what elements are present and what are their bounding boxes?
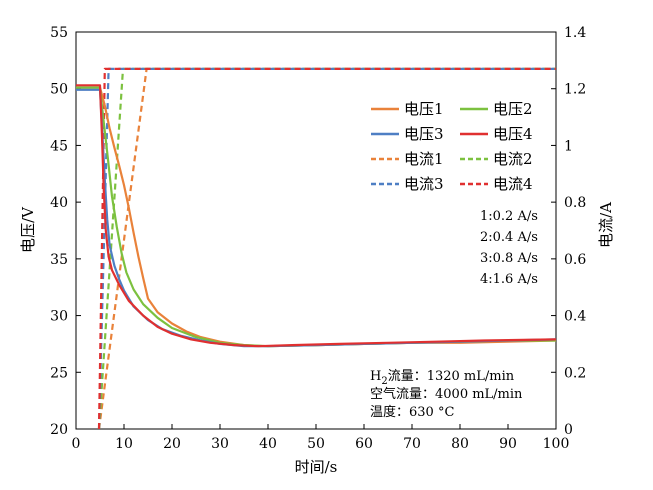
legend: 电压1 电压2 电压3 电压4 电流1 电流2 电流3 电流4	[371, 100, 533, 193]
legend-label: 电压3	[404, 125, 444, 143]
y-right-tick-label: 0.4	[564, 309, 586, 325]
y-right-tick-label: 1.4	[564, 25, 586, 41]
rate-label: 1:0.2 A/s	[480, 209, 538, 224]
y-left-axis: 20 25 30 35 40 45 50 55	[50, 25, 81, 438]
x-tick-label: 80	[451, 436, 469, 452]
y-left-tick-label: 40	[50, 195, 68, 211]
x-tick-label: 50	[307, 436, 325, 452]
y-right-tick-label: 0	[564, 422, 573, 438]
x-tick-label: 30	[211, 436, 229, 452]
series-group	[76, 67, 556, 429]
y-left-tick-label: 30	[50, 309, 68, 325]
x-tick-label: 0	[72, 436, 81, 452]
x-tick-label: 20	[163, 436, 181, 452]
x-tick-label: 70	[403, 436, 421, 452]
y-left-tick-label: 55	[50, 25, 68, 41]
rate-label: 2:0.4 A/s	[480, 230, 538, 245]
y-right-tick-label: 0.2	[564, 365, 586, 381]
series-line-电流4	[97, 67, 556, 429]
x-axis: 0 10 20 30 40 50 60 70 80 90 100	[72, 424, 570, 452]
y-right-tick-label: 1	[564, 138, 573, 154]
h2-flow-label: H2流量：1320 mL/min	[370, 369, 515, 387]
x-tick-label: 40	[259, 436, 277, 452]
legend-label: 电压4	[493, 125, 533, 143]
x-axis-title: 时间/s	[295, 458, 338, 476]
legend-label: 电流4	[493, 175, 533, 193]
y-left-tick-label: 35	[50, 252, 68, 268]
y-left-tick-label: 20	[50, 422, 68, 438]
y-right-tick-label: 0.6	[564, 252, 586, 268]
y-right-tick-label: 0.8	[564, 195, 586, 211]
legend-label: 电压1	[404, 100, 444, 118]
y-right-tick-label: 1.2	[564, 82, 586, 98]
x-tick-label: 90	[499, 436, 517, 452]
legend-label: 电流1	[404, 150, 444, 168]
y-left-tick-label: 25	[50, 365, 68, 381]
legend-label: 电流2	[493, 150, 533, 168]
air-flow-label: 空气流量：4000 mL/min	[370, 386, 523, 402]
x-tick-label: 10	[115, 436, 133, 452]
y-right-axis: 0 0.2 0.4 0.6 0.8 1 1.2 1.4	[551, 25, 586, 438]
y-left-axis-title: 电压/V	[19, 206, 37, 253]
y-left-tick-label: 45	[50, 138, 68, 154]
conditions-annotation: H2流量：1320 mL/min 空气流量：4000 mL/min 温度：630…	[370, 369, 523, 420]
legend-label: 电流3	[404, 175, 444, 193]
rate-labels: 1:0.2 A/s 2:0.4 A/s 3:0.8 A/s 4:1.6 A/s	[480, 209, 538, 287]
rate-label: 3:0.8 A/s	[480, 251, 538, 266]
temperature-label: 温度：630 °C	[370, 404, 454, 420]
x-tick-label: 100	[543, 436, 570, 452]
rate-label: 4:1.6 A/s	[480, 272, 538, 287]
y-right-axis-title: 电流/A	[597, 202, 615, 248]
x-tick-label: 60	[355, 436, 373, 452]
legend-label: 电压2	[493, 100, 533, 118]
series-line-电压4	[76, 84, 556, 348]
y-left-tick-label: 50	[50, 82, 68, 98]
